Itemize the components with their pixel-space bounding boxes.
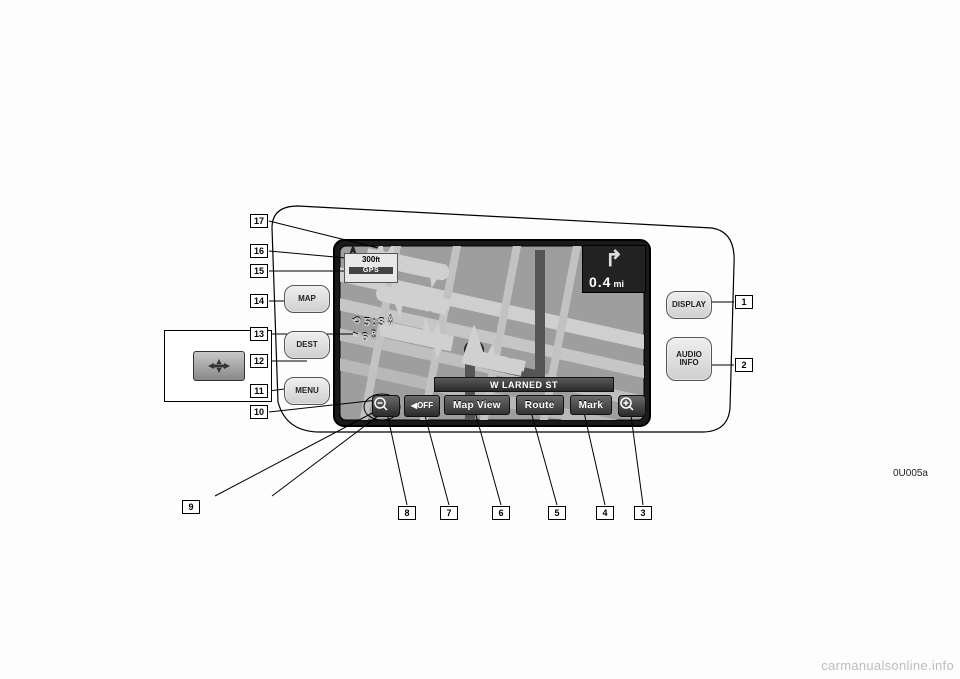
callout-14: 14 [250, 294, 268, 308]
menu-button[interactable]: MENU [284, 377, 330, 405]
display-button[interactable]: DISPLAY [666, 291, 712, 319]
turn-arrow-icon: ↱ [583, 249, 645, 269]
flag-icon: ⚑ [352, 333, 358, 343]
callout-17: 17 [250, 214, 268, 228]
off-label: OFF [417, 401, 433, 410]
scale-distance: 300 [362, 255, 375, 264]
scale-unit: ft [375, 257, 380, 264]
zoom-in-button[interactable] [618, 395, 646, 417]
callout-16: 16 [250, 244, 268, 258]
voice-off-button[interactable]: ◀OFF [404, 395, 440, 417]
pm-m: M [371, 338, 376, 344]
turn-unit: mi [611, 279, 624, 289]
clock-eta: ⟲5:3AM ⚑6PM [352, 317, 393, 345]
callout-11: 11 [250, 384, 268, 398]
callout-15: 15 [250, 264, 268, 278]
mark-button[interactable]: Mark [570, 395, 613, 415]
info-label: INFO [679, 359, 698, 367]
callout-5: 5 [548, 506, 566, 520]
callout-4: 4 [596, 506, 614, 520]
audio-info-button[interactable]: AUDIO INFO [666, 337, 712, 381]
callout-1: 1 [735, 295, 753, 309]
turn-distance: 0.4 [589, 274, 611, 290]
dest-button[interactable]: DEST [284, 331, 330, 359]
turn-guidance: ↱ 0.4mi [582, 245, 646, 293]
callout-2: 2 [735, 358, 753, 372]
gps-indicator: GPS [349, 267, 393, 275]
time-icon: ⟲ [352, 318, 360, 328]
callout-13: 13 [250, 327, 268, 341]
current-street: W LARNED ST [434, 377, 614, 392]
callout-12: 12 [250, 354, 268, 368]
eta-dist: 6 [361, 332, 368, 344]
right-hardware-buttons: DISPLAY AUDIO INFO [666, 291, 712, 399]
page: LAFAYETTE BLVD CONGRESS ST JEFFERSON AVE… [0, 0, 960, 679]
callout-9: 9 [182, 500, 200, 514]
scale-indicator[interactable]: 300ft GPS [344, 253, 398, 283]
zoom-out-button[interactable] [372, 395, 400, 417]
eta-time: 5:3 [363, 317, 385, 329]
callout-8: 8 [398, 506, 416, 520]
watermark: carmanualsonline.info [821, 658, 954, 673]
callout-10: 10 [250, 405, 268, 419]
left-hardware-buttons: MAP DEST MENU [284, 285, 330, 423]
map-button[interactable]: MAP [284, 285, 330, 313]
callout-7: 7 [440, 506, 458, 520]
callout-6: 6 [492, 506, 510, 520]
figure-reference: 0U005a [893, 468, 928, 479]
map-view-button[interactable]: Map View [444, 395, 510, 415]
callout-3: 3 [634, 506, 652, 520]
am-m: M [388, 323, 393, 329]
route-button[interactable]: Route [516, 395, 564, 415]
compass-icon [204, 359, 234, 373]
orientation-button-detail [193, 351, 245, 381]
